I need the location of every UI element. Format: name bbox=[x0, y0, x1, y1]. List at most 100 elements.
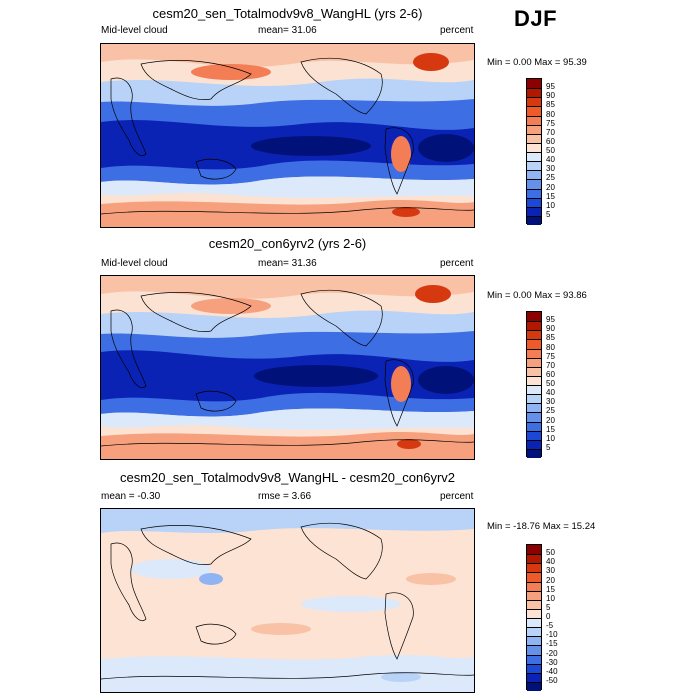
colorbar-tick-label: 10 bbox=[546, 200, 555, 210]
panel-1-units-label: percent bbox=[440, 25, 474, 36]
panel-2-variable-label: Mid-level cloud bbox=[101, 258, 168, 269]
panel-2-colorbar-labels: 95 90 85 80 75 70 60 50 40 30 25 20 15 10 5 bbox=[546, 311, 576, 457]
colorbar-swatch bbox=[527, 645, 541, 655]
coastline-asia bbox=[140, 292, 252, 332]
colorbar-swatch bbox=[527, 581, 541, 591]
coastline-africa-europe bbox=[110, 309, 147, 388]
colorbar-swatch bbox=[527, 330, 541, 340]
coastline-antarctica bbox=[101, 439, 474, 447]
colorbar-swatch bbox=[527, 179, 541, 189]
colorbar-tick-label: 50 bbox=[546, 146, 555, 155]
colorbar-swatch bbox=[527, 590, 541, 600]
panel-3-minmax: Min = -18.76 Max = 15.24 bbox=[487, 521, 596, 532]
colorbar-swatch bbox=[527, 385, 541, 395]
coastline-africa-europe bbox=[110, 542, 147, 621]
colorbar-swatch bbox=[527, 563, 541, 573]
panel-3-colorbar bbox=[526, 544, 542, 691]
colorbar-swatch bbox=[527, 554, 541, 564]
colorbar-tick-label: 25 bbox=[546, 173, 555, 183]
cloud-field-andes bbox=[391, 366, 411, 402]
coastline-north-america bbox=[300, 289, 383, 347]
colorbar-tick-label: 10 bbox=[546, 593, 555, 603]
cloud-field-antarctic-peak bbox=[397, 439, 421, 449]
colorbar-swatch bbox=[527, 439, 541, 449]
colorbar-swatch bbox=[527, 197, 541, 207]
diff-field-southern-ocean bbox=[101, 655, 474, 692]
diff-field-pacific bbox=[301, 596, 401, 612]
diff-field-arctic bbox=[101, 509, 474, 533]
colorbar-tick-label: 90 bbox=[546, 324, 555, 334]
panel-1-map-svg bbox=[101, 44, 474, 227]
colorbar-swatch bbox=[527, 88, 541, 98]
colorbar-tick-label: 50 bbox=[546, 548, 555, 558]
panel-2-minmax: Min = 0.00 Max = 93.86 bbox=[487, 290, 587, 301]
colorbar-tick-label: 30 bbox=[546, 566, 555, 576]
panel-2-coastlines bbox=[101, 289, 474, 447]
cloud-field-north-atlantic bbox=[413, 53, 449, 71]
colorbar-swatch bbox=[527, 339, 541, 349]
panel-3-colorbar-labels: 50 40 30 20 15 10 5 0 -5 -10 -15 -20 -30 -40 -50 bbox=[546, 544, 576, 690]
colorbar-tick-label: 70 bbox=[546, 127, 555, 137]
colorbar-swatch bbox=[527, 394, 541, 404]
panel-1-map bbox=[100, 43, 475, 228]
coastline-south-america bbox=[384, 359, 414, 427]
colorbar-swatch bbox=[527, 312, 541, 322]
colorbar-swatch bbox=[527, 357, 541, 367]
season-label: DJF bbox=[514, 6, 558, 31]
colorbar-tick-label: -20 bbox=[546, 648, 558, 658]
coastline-antarctica bbox=[101, 207, 474, 215]
cloud-field-pacific-core bbox=[254, 365, 378, 387]
colorbar-swatch bbox=[527, 97, 541, 107]
colorbar-tick-label: 40 bbox=[546, 557, 555, 567]
colorbar-swatch bbox=[527, 142, 541, 152]
colorbar-swatch bbox=[527, 170, 541, 180]
diff-field-asia-spot bbox=[199, 573, 223, 585]
cloud-field-north-pacific bbox=[191, 64, 271, 80]
cloud-field-antarctic-peak bbox=[392, 207, 420, 217]
colorbar-tick-label: -50 bbox=[546, 675, 558, 685]
panel-2-title: cesm20_con6yrv2 (yrs 2-6) bbox=[208, 236, 367, 251]
panel-2-colorbar bbox=[526, 311, 542, 458]
colorbar-swatch bbox=[527, 133, 541, 143]
panel-3-rmse-label: rmse = 3.66 bbox=[258, 491, 312, 502]
colorbar-tick-label: -40 bbox=[546, 666, 558, 676]
diff-field-south-pacific bbox=[251, 623, 311, 635]
colorbar-tick-label: 70 bbox=[546, 360, 555, 370]
colorbar-tick-label: 95 bbox=[546, 82, 555, 92]
colorbar-tick-label: 85 bbox=[546, 333, 555, 343]
colorbar-tick-label: 20 bbox=[546, 415, 555, 425]
cloud-field-southern-midlat bbox=[101, 176, 474, 198]
coastline-asia bbox=[140, 525, 252, 565]
cloud-field-atlantic-core bbox=[418, 366, 474, 394]
colorbar-tick-label: 30 bbox=[546, 397, 555, 407]
colorbar-tick-label: 75 bbox=[546, 351, 555, 361]
diff-field-asia-band bbox=[131, 559, 211, 579]
colorbar-swatch bbox=[527, 599, 541, 609]
coastline-asia bbox=[140, 60, 252, 100]
colorbar-tick-label: 0 bbox=[546, 612, 551, 621]
colorbar-swatch bbox=[527, 206, 541, 216]
colorbar-swatch bbox=[527, 403, 541, 413]
cloud-field-pacific-core bbox=[251, 136, 371, 156]
colorbar-tick-label: 80 bbox=[546, 342, 555, 352]
colorbar-tick-label: 10 bbox=[546, 433, 555, 443]
colorbar-tick-label: 60 bbox=[546, 136, 555, 146]
coastline-south-america bbox=[384, 592, 414, 660]
panel-1-colorbar-labels: 95 90 85 80 75 70 60 50 40 30 25 20 15 10 5 bbox=[546, 78, 576, 224]
colorbar-swatch bbox=[527, 681, 541, 691]
colorbar-tick-label: 20 bbox=[546, 182, 555, 192]
coastline-australia bbox=[195, 158, 237, 180]
panel-1-mean-label: mean= 31.06 bbox=[258, 25, 317, 36]
colorbar-tick-label: 95 bbox=[546, 315, 555, 325]
colorbar-swatch bbox=[527, 124, 541, 134]
colorbar-swatch bbox=[527, 152, 541, 162]
colorbar-tick-label: -5 bbox=[546, 621, 554, 631]
coastline-australia bbox=[195, 390, 237, 412]
colorbar-tick-label: 40 bbox=[546, 155, 555, 165]
colorbar-swatch bbox=[527, 654, 541, 664]
panel-3-mean-label: mean = -0.30 bbox=[101, 491, 161, 502]
colorbar-swatch bbox=[527, 366, 541, 376]
panel-1-colorbar bbox=[526, 78, 542, 225]
colorbar-swatch bbox=[527, 421, 541, 431]
cloud-field-north-pacific bbox=[191, 298, 271, 314]
